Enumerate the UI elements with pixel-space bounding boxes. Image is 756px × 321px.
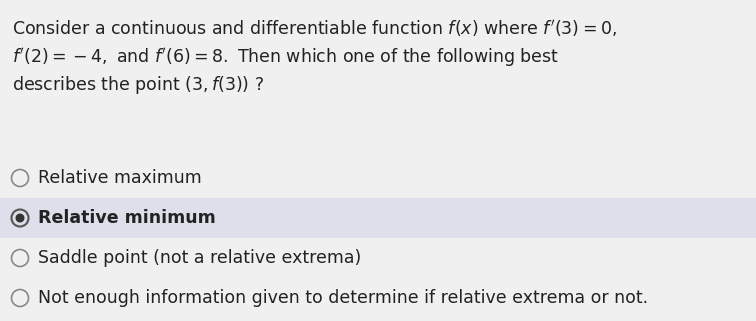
Text: Saddle point (not a relative extrema): Saddle point (not a relative extrema) — [38, 249, 361, 267]
Circle shape — [11, 210, 29, 227]
FancyBboxPatch shape — [0, 198, 756, 238]
Text: Not enough information given to determine if relative extrema or not.: Not enough information given to determin… — [38, 289, 648, 307]
Circle shape — [11, 249, 29, 266]
Text: Relative maximum: Relative maximum — [38, 169, 202, 187]
Text: $f^{\prime}(2)=-4,$ and $f^{\prime}(6)=8.$ Then which one of the following best: $f^{\prime}(2)=-4,$ and $f^{\prime}(6)=8… — [12, 46, 559, 69]
Text: describes the point $(3,f(3))$ ?: describes the point $(3,f(3))$ ? — [12, 74, 264, 96]
Text: Consider a continuous and differentiable function $f(x)$ where $f^{\prime}(3)=0,: Consider a continuous and differentiable… — [12, 18, 617, 39]
Text: Relative minimum: Relative minimum — [38, 209, 215, 227]
Circle shape — [11, 290, 29, 307]
Circle shape — [16, 213, 24, 222]
Circle shape — [11, 169, 29, 187]
